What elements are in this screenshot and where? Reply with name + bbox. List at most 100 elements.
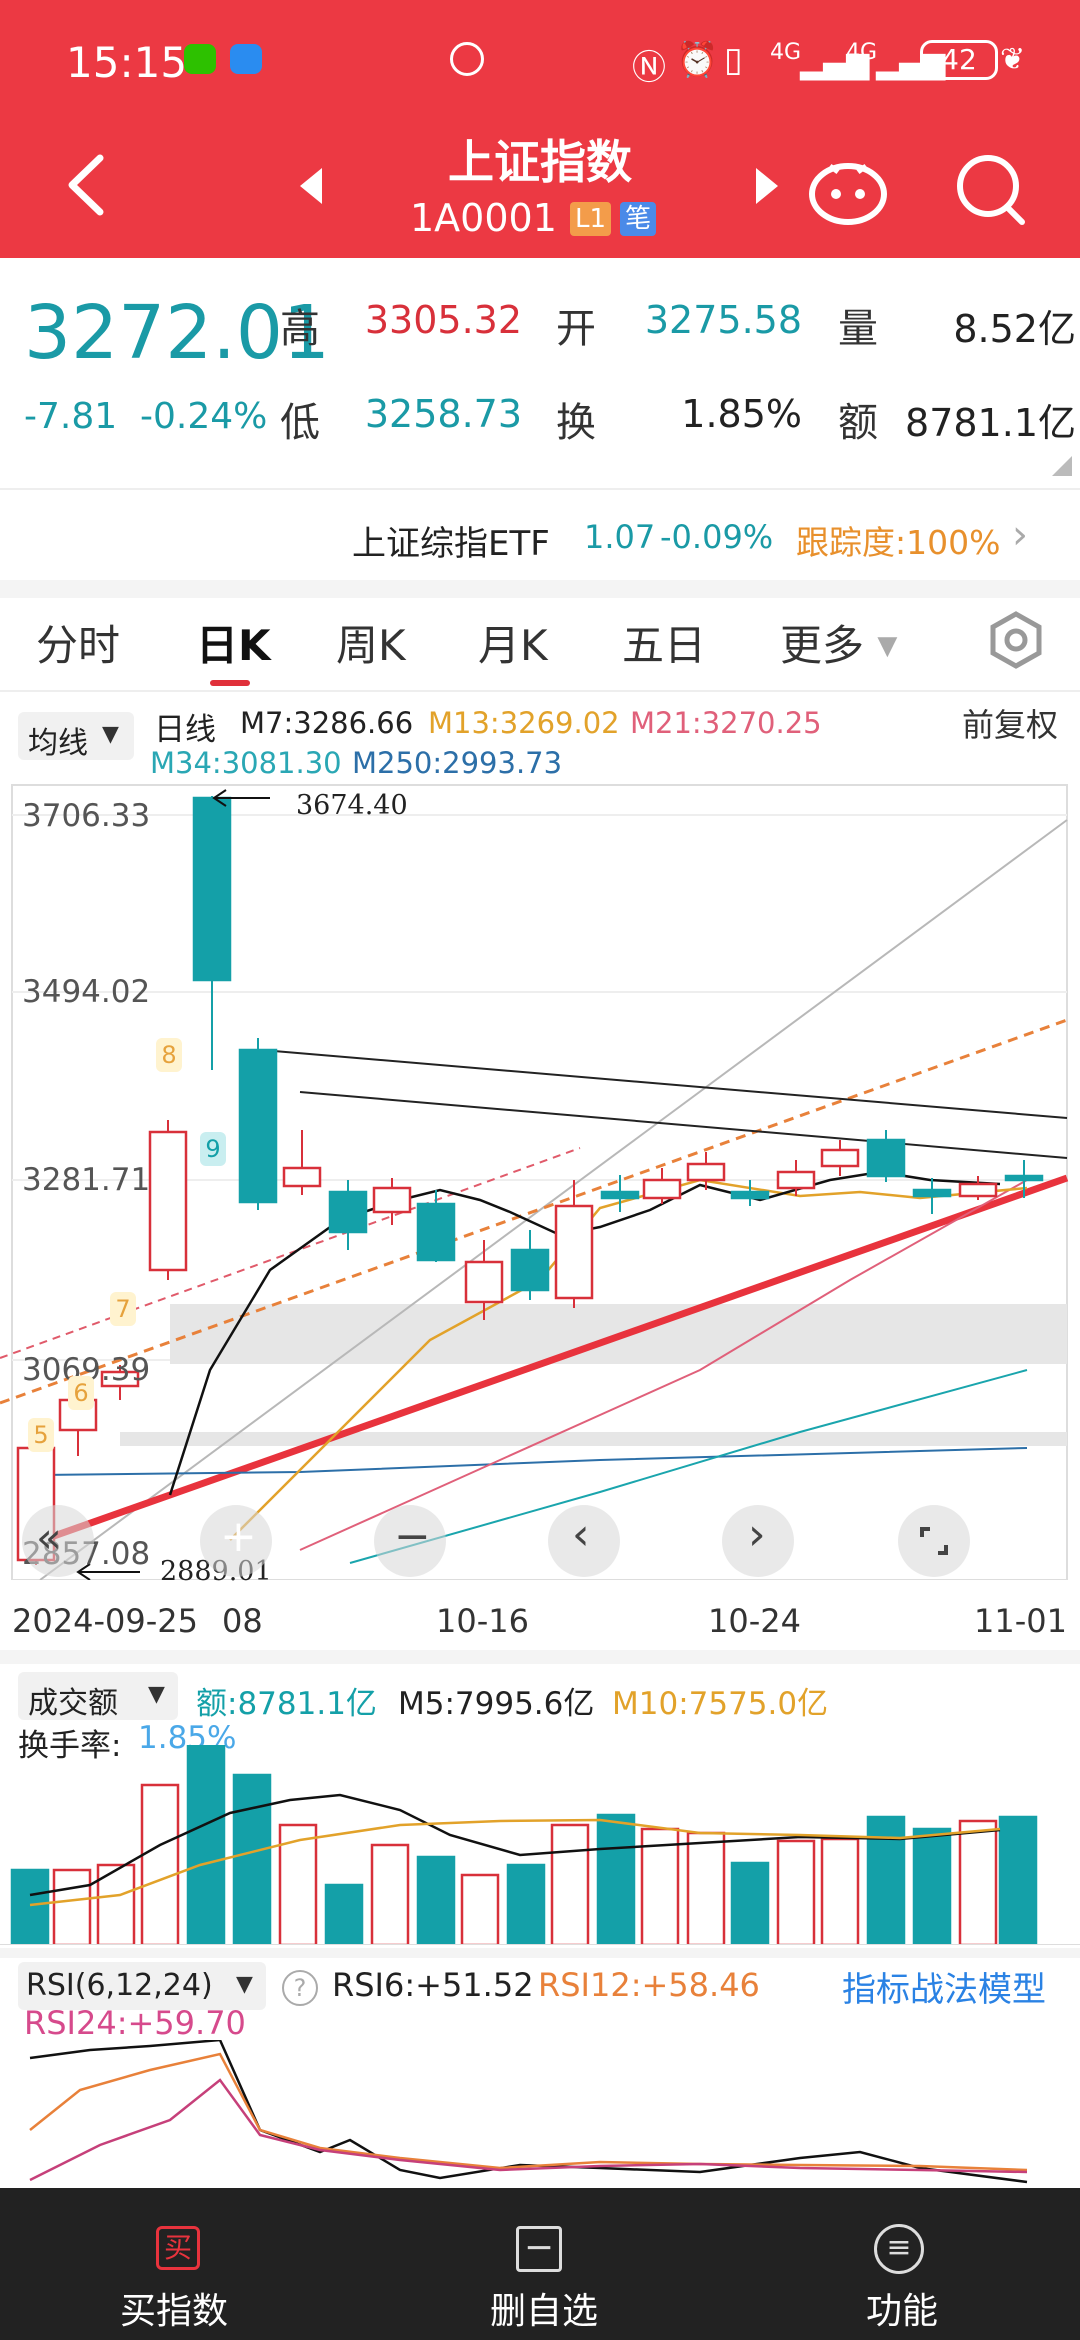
volume-label: 量 <box>838 306 878 352</box>
etf-tracking: 跟踪度:100% <box>796 523 1001 562</box>
stock-code: 1A0001 <box>410 196 557 240</box>
move-left-button[interactable]: ‹ <box>548 1505 620 1577</box>
ma-selector[interactable]: 均线 ▼ <box>18 712 134 761</box>
trend-line-orange-dashed <box>0 1018 1068 1405</box>
volume-bar <box>820 1837 860 1945</box>
stock-title: 上证指数 <box>448 135 632 189</box>
candle-body <box>912 1188 952 1198</box>
high-annotation-arrowhead <box>212 789 227 807</box>
candle-body <box>600 1190 640 1200</box>
ma-selector-label: 均线 <box>28 726 88 761</box>
rsi6-line <box>29 2040 1028 2184</box>
tab-intraday[interactable]: 分时 <box>36 621 121 670</box>
move-right-button[interactable]: › <box>722 1505 794 1577</box>
tab-monthly-k[interactable]: 月K <box>478 621 548 670</box>
volume-m10: M10:7575.0亿 <box>612 1686 829 1722</box>
next-stock-button[interactable] <box>752 166 782 210</box>
resistance-line <box>261 1049 1068 1119</box>
zoom-out-button[interactable]: − <box>374 1505 446 1577</box>
menu-circle-icon: ≡ <box>874 2224 924 2274</box>
zoom-in-button[interactable]: + <box>200 1505 272 1577</box>
turnover-label: 换 <box>556 400 596 446</box>
rsi24-line <box>29 2078 1028 2182</box>
etf-row[interactable]: 上证综指ETF 1.07 -0.09% 跟踪度:100% › <box>0 496 1080 580</box>
x-label: 11-01 <box>974 1602 1067 1640</box>
chart-frame <box>11 784 1068 1580</box>
ma250-line <box>39 1447 1028 1476</box>
volume-selector[interactable]: 成交额 ▼ <box>18 1672 178 1721</box>
trend-line-red-dashed <box>0 1147 581 1359</box>
functions-button[interactable]: ≡ 功能 <box>780 2188 1020 2340</box>
volume-bar <box>232 1773 272 1945</box>
candle-body <box>730 1190 770 1200</box>
adjust-mode[interactable]: 前复权 <box>962 706 1059 744</box>
active-tab-underline <box>210 680 250 686</box>
remove-watchlist-button[interactable]: − 删自选 <box>420 2188 660 2340</box>
rsi24-value: RSI24:+59.70 <box>24 2004 246 2042</box>
fullscreen-icon <box>920 1527 948 1555</box>
signal-marker: 8 <box>156 1038 182 1072</box>
tab-weekly-k[interactable]: 周K <box>336 621 406 670</box>
trend-line-red <box>18 1174 1069 1552</box>
x-label: 10-24 <box>708 1602 801 1640</box>
wechat-icon <box>184 44 216 74</box>
settings-button[interactable] <box>986 610 1046 674</box>
indicator-model-link[interactable]: 指标战法模型 <box>842 1970 1046 2010</box>
level-badge: L1 <box>569 202 612 236</box>
network-4g-1: 4G <box>770 40 802 65</box>
help-icon[interactable]: ? <box>282 1970 318 2006</box>
robot-icon <box>809 163 887 225</box>
price-change: -7.81 <box>24 396 118 437</box>
fullscreen-button[interactable] <box>898 1505 970 1577</box>
volume-bar <box>550 1823 590 1945</box>
search-icon <box>957 155 1025 225</box>
leaf-icon: ❦ <box>1000 42 1026 77</box>
candle-body <box>416 1202 456 1262</box>
volume-bars <box>10 1745 1038 1945</box>
chevron-left-icon: ‹ <box>572 1509 590 1560</box>
caret-down-icon: ▼ <box>877 631 898 661</box>
volume-bar <box>998 1815 1038 1945</box>
functions-label: 功能 <box>866 2291 939 2332</box>
signal-marker: 9 <box>200 1132 226 1166</box>
robot-assistant-button[interactable] <box>806 150 890 234</box>
buy-index-label: 买指数 <box>120 2291 229 2332</box>
chevron-right-icon: › <box>1012 512 1028 558</box>
volume-bar <box>416 1855 456 1945</box>
tab-five-day[interactable]: 五日 <box>622 621 707 670</box>
network-4g-2: 4G <box>846 40 878 65</box>
back-button[interactable] <box>60 150 116 216</box>
volume-bar <box>958 1819 998 1945</box>
bottom-nav: 买 买指数 − 删自选 ≡ 功能 <box>0 2188 1080 2340</box>
volume-bar <box>776 1839 816 1945</box>
rsi-selector[interactable]: RSI(6,12,24) ▼ <box>18 1962 266 2010</box>
alarm-icon: ⏰ <box>676 40 719 80</box>
caret-down-icon: ▼ <box>102 722 119 747</box>
volume-bar <box>10 1868 50 1945</box>
high-annotation: 3674.40 <box>296 790 408 821</box>
tab-more[interactable]: 更多 ▼ <box>780 612 897 673</box>
nfc-icon: Ⓝ <box>632 48 666 88</box>
candle-body <box>1004 1174 1044 1182</box>
prev-stock-button[interactable] <box>296 166 326 210</box>
kline-chart[interactable]: 3706.33 3494.02 3281.71 3069.39 2857.08 … <box>0 780 1080 1587</box>
buy-index-button[interactable]: 买 买指数 <box>60 2188 300 2340</box>
etf-name: 上证综指ETF <box>352 524 550 564</box>
scroll-to-start-button[interactable]: « <box>22 1505 94 1577</box>
turnover-value: 1.85% <box>681 392 802 436</box>
period-label: 日线 <box>154 712 216 748</box>
y-label: 3281.71 <box>22 1162 151 1198</box>
low-value: 3258.73 <box>364 392 522 436</box>
rsi12-value: RSI12:+58.46 <box>538 1966 760 2004</box>
expand-corner-icon[interactable] <box>1052 456 1072 476</box>
hexagon-settings-icon <box>990 611 1042 669</box>
status-time: 15:15 <box>66 38 188 87</box>
search-button[interactable] <box>954 150 1030 234</box>
divider-5 <box>0 1948 1080 1958</box>
tab-daily-k[interactable]: 日K <box>196 621 271 670</box>
amount-label: 额 <box>838 400 878 446</box>
volume-m10-line <box>29 1818 1001 1907</box>
kline-svg <box>0 784 1069 1580</box>
divider-1 <box>0 488 1080 490</box>
candle-body <box>820 1148 860 1168</box>
